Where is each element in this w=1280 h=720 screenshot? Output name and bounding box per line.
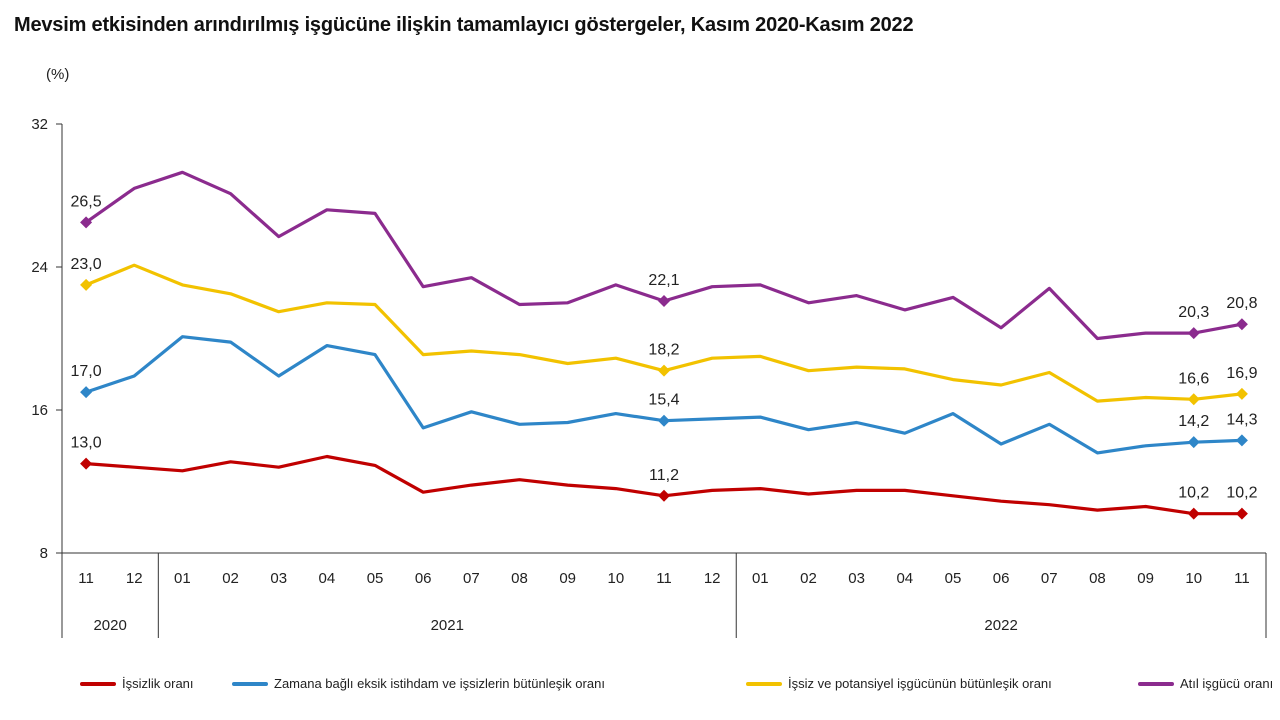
data-point-marker [80, 386, 93, 399]
data-label: 23,0 [71, 256, 102, 273]
legend-label: İşsizlik oranı [122, 676, 194, 691]
year-group-label: 2021 [431, 617, 464, 634]
data-point-marker [80, 278, 93, 291]
x-tick-label: 08 [1089, 570, 1106, 587]
legend-swatch [1138, 681, 1174, 686]
y-tick-label: 8 [40, 545, 48, 562]
x-tick-label: 07 [463, 570, 480, 587]
line-chart: 8 16 24 32 11 12 01 02 03 04 05 06 07 08 09 10 11 12 01 02 0… [31, 116, 1267, 638]
data-label: 26,5 [71, 193, 102, 210]
data-label: 20,8 [1226, 295, 1257, 312]
chart-title: Mevsim etkisinden arındırılmış işgücüne … [14, 14, 914, 36]
data-label: 15,4 [648, 392, 679, 409]
x-tick-label: 11 [1234, 570, 1250, 587]
x-tick-label: 04 [319, 570, 336, 587]
legend-item: İşsizlik oranı [80, 676, 194, 691]
legend-item: Zamana bağlı eksik istihdam ve işsizleri… [232, 676, 605, 691]
legend: İşsizlik oranı Zamana bağlı eksik istihda… [60, 676, 1280, 698]
y-tick-label: 24 [31, 259, 48, 276]
x-tick-label: 12 [704, 570, 721, 587]
y-axis-unit-label: (%) [46, 66, 70, 83]
data-label: 10,2 [1178, 485, 1209, 502]
legend-label: Zamana bağlı eksik istihdam ve işsizleri… [274, 676, 605, 691]
data-point-marker [658, 414, 670, 427]
legend-item: İşsiz ve potansiyel işgücünün bütünleşik… [746, 676, 1052, 691]
data-label: 14,3 [1226, 411, 1257, 428]
x-tick-label: 05 [367, 570, 384, 587]
data-point-marker [1187, 507, 1200, 520]
x-tick-label: 08 [511, 570, 528, 587]
series-layer [80, 170, 1248, 520]
y-tick-label: 16 [31, 402, 48, 419]
data-label: 13,0 [71, 435, 102, 452]
legend-label: İşsiz ve potansiyel işgücünün bütünleşik… [788, 676, 1052, 691]
x-tick-label: 06 [993, 570, 1010, 587]
x-tick-label: 06 [415, 570, 432, 587]
x-tick-label: 03 [270, 570, 287, 587]
data-label: 22,1 [648, 272, 679, 289]
data-point-marker [80, 216, 93, 229]
data-label: 18,2 [648, 342, 679, 359]
legend-label: Atıl işgücü oranı [1180, 676, 1274, 691]
data-label: 20,3 [1178, 304, 1209, 321]
data-label: 14,2 [1178, 413, 1209, 430]
data-point-marker [658, 294, 670, 307]
axes: 8 16 24 32 11 12 01 02 03 04 05 06 07 08 09 10 11 12 01 02 0… [31, 116, 1267, 638]
x-tick-label: 11 [656, 570, 672, 587]
year-group-label: 2022 [984, 617, 1017, 634]
data-point-marker [658, 364, 670, 377]
legend-swatch [746, 681, 782, 686]
series-line [84, 170, 1244, 341]
legend-swatch [80, 681, 116, 686]
x-tick-label: 01 [174, 570, 191, 587]
x-tick-label: 10 [1185, 570, 1202, 587]
data-point-marker [80, 457, 93, 470]
series-line [84, 454, 1244, 516]
data-label: 16,6 [1178, 370, 1209, 387]
legend-swatch [232, 681, 268, 686]
data-point-marker [1187, 327, 1200, 340]
data-point-marker [658, 489, 670, 502]
data-point-marker [1235, 387, 1248, 400]
data-point-marker [1235, 318, 1248, 331]
data-label: 16,9 [1226, 365, 1257, 382]
data-label: 17,0 [71, 363, 102, 380]
x-tick-label: 02 [222, 570, 239, 587]
y-tick-label: 32 [31, 116, 48, 133]
x-tick-label: 02 [800, 570, 817, 587]
data-label: 10,2 [1226, 485, 1257, 502]
data-point-marker [1235, 434, 1248, 447]
x-tick-label: 03 [848, 570, 865, 587]
x-tick-label: 07 [1041, 570, 1058, 587]
data-point-marker [1187, 436, 1200, 449]
x-tick-label: 04 [896, 570, 913, 587]
x-tick-label: 09 [1137, 570, 1154, 587]
x-tick-label: 10 [607, 570, 624, 587]
x-tick-label: 11 [78, 570, 94, 587]
x-tick-label: 09 [559, 570, 576, 587]
data-labels-layer: 13,0 11,2 10,2 10,2 17,0 15,4 14,2 14,3 23,0 18,2… [71, 193, 1258, 501]
data-point-marker [1187, 393, 1200, 406]
legend-item: Atıl işgücü oranı [1138, 676, 1273, 691]
x-tick-label: 05 [945, 570, 962, 587]
x-tick-label: 12 [126, 570, 143, 587]
year-group-label: 2020 [93, 617, 126, 634]
x-tick-label: 01 [752, 570, 769, 587]
data-label: 11,2 [649, 467, 679, 484]
data-point-marker [1235, 507, 1248, 520]
